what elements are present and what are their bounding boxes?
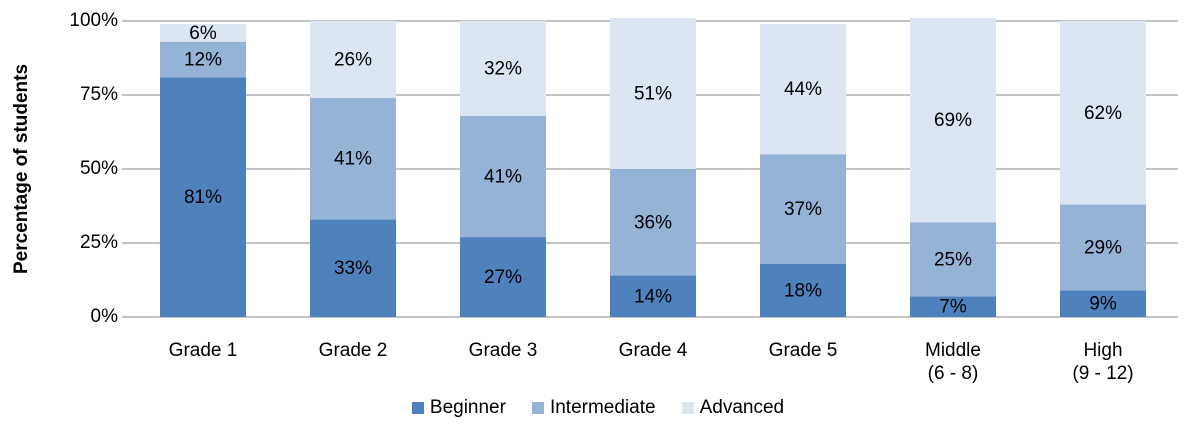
- legend-swatch: [531, 402, 544, 414]
- bar-segment: [460, 237, 546, 317]
- x-tick-label: Grade 5: [768, 340, 838, 361]
- bar-segment: [310, 219, 396, 317]
- value-label: 44%: [784, 79, 822, 100]
- bar-segment: [1060, 21, 1146, 205]
- value-label: 12%: [184, 49, 222, 70]
- bar-segment: [1060, 290, 1146, 317]
- legend-label: Beginner: [429, 397, 506, 418]
- bar-segment: [910, 222, 996, 297]
- value-label: 41%: [484, 166, 522, 187]
- bar-segment: [760, 23, 846, 155]
- bar-segment: [160, 77, 246, 318]
- value-label: 69%: [934, 110, 972, 131]
- legend-label: Intermediate: [549, 397, 656, 418]
- y-tick-label: 75%: [80, 84, 118, 105]
- y-tick-label: 100%: [69, 10, 118, 31]
- bar-segment: [160, 23, 246, 42]
- y-tick-label: 50%: [80, 158, 118, 179]
- value-label: 51%: [634, 84, 672, 105]
- bar-segment: [610, 18, 696, 169]
- legend-item: Advanced: [681, 397, 785, 419]
- bar-segment: [610, 169, 696, 276]
- y-axis-title: Percentage of students: [11, 64, 32, 274]
- value-label: 36%: [634, 212, 672, 233]
- y-tick-label: 25%: [80, 232, 118, 253]
- legend-item: Intermediate: [531, 397, 656, 419]
- value-label: 29%: [1084, 237, 1122, 258]
- value-label: 18%: [784, 280, 822, 301]
- bar-segment: [460, 115, 546, 238]
- x-tick-label: Grade 2: [318, 340, 388, 361]
- bar-segment: [160, 41, 246, 78]
- legend-swatch: [681, 402, 694, 414]
- bar-segment: [310, 97, 396, 220]
- x-tick-label: Grade 1: [168, 340, 238, 361]
- value-label: 33%: [334, 258, 372, 279]
- legend-swatch: [411, 402, 424, 414]
- value-label: 32%: [484, 58, 522, 79]
- bar-segment: [460, 21, 546, 116]
- value-label: 62%: [1084, 103, 1122, 124]
- bar-segment: [910, 296, 996, 317]
- x-tick-label: High (9 - 12): [1072, 340, 1134, 384]
- value-label: 25%: [934, 249, 972, 270]
- value-label: 6%: [189, 23, 217, 44]
- x-tick-label: Grade 4: [618, 340, 688, 361]
- bar-segment: [760, 263, 846, 317]
- value-label: 41%: [334, 149, 372, 170]
- value-label: 27%: [484, 267, 522, 288]
- y-tick-label: 0%: [91, 306, 119, 327]
- bar-segment: [610, 275, 696, 317]
- value-label: 37%: [784, 199, 822, 220]
- value-label: 7%: [939, 297, 967, 318]
- value-label: 81%: [184, 187, 222, 208]
- value-label: 14%: [634, 286, 672, 307]
- bar-segment: [910, 18, 996, 223]
- legend-label: Advanced: [699, 397, 785, 418]
- legend: Beginner Intermediate Advanced: [0, 397, 1196, 419]
- bar-segment: [1060, 204, 1146, 291]
- value-label: 26%: [334, 49, 372, 70]
- value-label: 9%: [1089, 294, 1117, 315]
- x-tick-label: Middle (6 - 8): [925, 340, 981, 384]
- x-tick-label: Grade 3: [468, 340, 538, 361]
- bar-segment: [310, 21, 396, 98]
- legend-item: Beginner: [411, 397, 506, 419]
- bar-segment: [760, 154, 846, 264]
